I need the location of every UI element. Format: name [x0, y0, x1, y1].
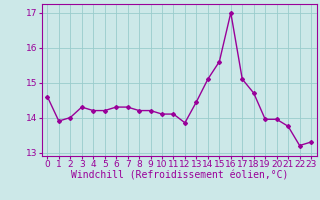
X-axis label: Windchill (Refroidissement éolien,°C): Windchill (Refroidissement éolien,°C) [70, 171, 288, 181]
